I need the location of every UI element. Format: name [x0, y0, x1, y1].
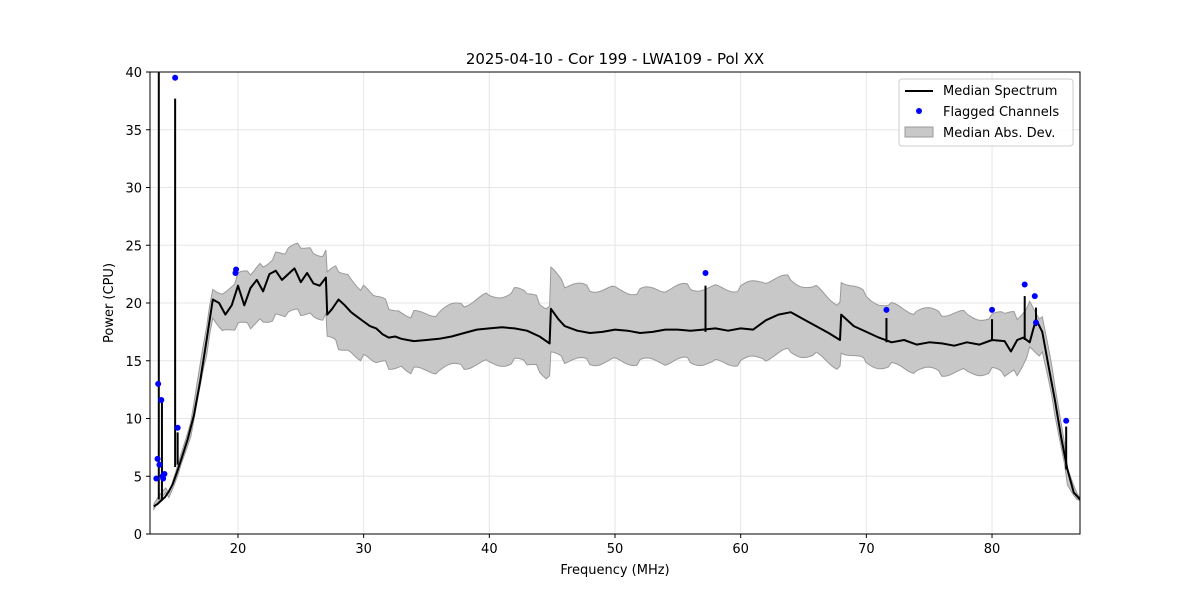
y-tick-label: 35	[125, 124, 142, 139]
legend-label-flagged: Flagged Channels	[943, 105, 1059, 120]
flagged-channel-point	[172, 74, 179, 81]
flagged-channel-point	[1033, 319, 1040, 326]
legend-label-median: Median Spectrum	[943, 84, 1057, 99]
flagged-channel-point	[989, 306, 996, 313]
flagged-channel-point	[1031, 293, 1038, 300]
x-tick-label: 40	[481, 542, 498, 557]
flagged-channel-point	[883, 306, 890, 313]
legend-dot-swatch	[916, 108, 922, 114]
y-tick-label: 20	[125, 297, 142, 312]
y-tick-label: 0	[134, 528, 142, 543]
x-tick-label: 20	[230, 542, 247, 557]
x-tick-label: 80	[984, 542, 1001, 557]
flagged-channel-point	[154, 455, 161, 462]
flagged-channel-point	[156, 461, 163, 468]
flagged-channel-point	[158, 397, 165, 404]
flagged-channel-point	[702, 269, 709, 276]
flagged-channel-point	[1021, 281, 1028, 288]
flagged-channel-point	[155, 380, 162, 387]
y-tick-label: 15	[125, 355, 142, 370]
mad-band	[153, 242, 1080, 512]
legend-label-mad: Median Abs. Dev.	[943, 126, 1055, 141]
x-tick-label: 70	[858, 542, 875, 557]
y-tick-label: 5	[134, 470, 142, 485]
flagged-channel-point	[1063, 417, 1070, 424]
y-tick-label: 25	[125, 239, 142, 254]
median-spectrum-line	[153, 267, 1080, 508]
flagged-channel-point	[153, 475, 160, 482]
flagged-channel-point	[160, 475, 167, 482]
flagged-channel-point	[161, 470, 168, 477]
legend: Median Spectrum Flagged Channels Median …	[898, 78, 1074, 147]
y-axis-title: Power (CPU)	[102, 263, 117, 343]
flagged-channel-point	[174, 424, 181, 431]
x-tick-label: 30	[355, 542, 372, 557]
legend-patch-swatch	[904, 126, 934, 138]
x-tick-label: 60	[732, 542, 749, 557]
x-tick-label: 50	[607, 542, 624, 557]
y-tick-label: 40	[125, 66, 142, 81]
flagged-channel-point	[233, 266, 240, 273]
x-axis-title: Frequency (MHz)	[560, 563, 669, 578]
legend-box	[898, 78, 1074, 147]
y-tick-label: 30	[125, 182, 142, 197]
y-tick-label: 10	[125, 413, 142, 428]
chart-title: 2025-04-10 - Cor 199 - LWA109 - Pol XX	[466, 50, 764, 68]
axes-ticks: 20 30 40 50 60 70 80 0 5 10 15 20 25 30 35 40	[125, 66, 1000, 557]
